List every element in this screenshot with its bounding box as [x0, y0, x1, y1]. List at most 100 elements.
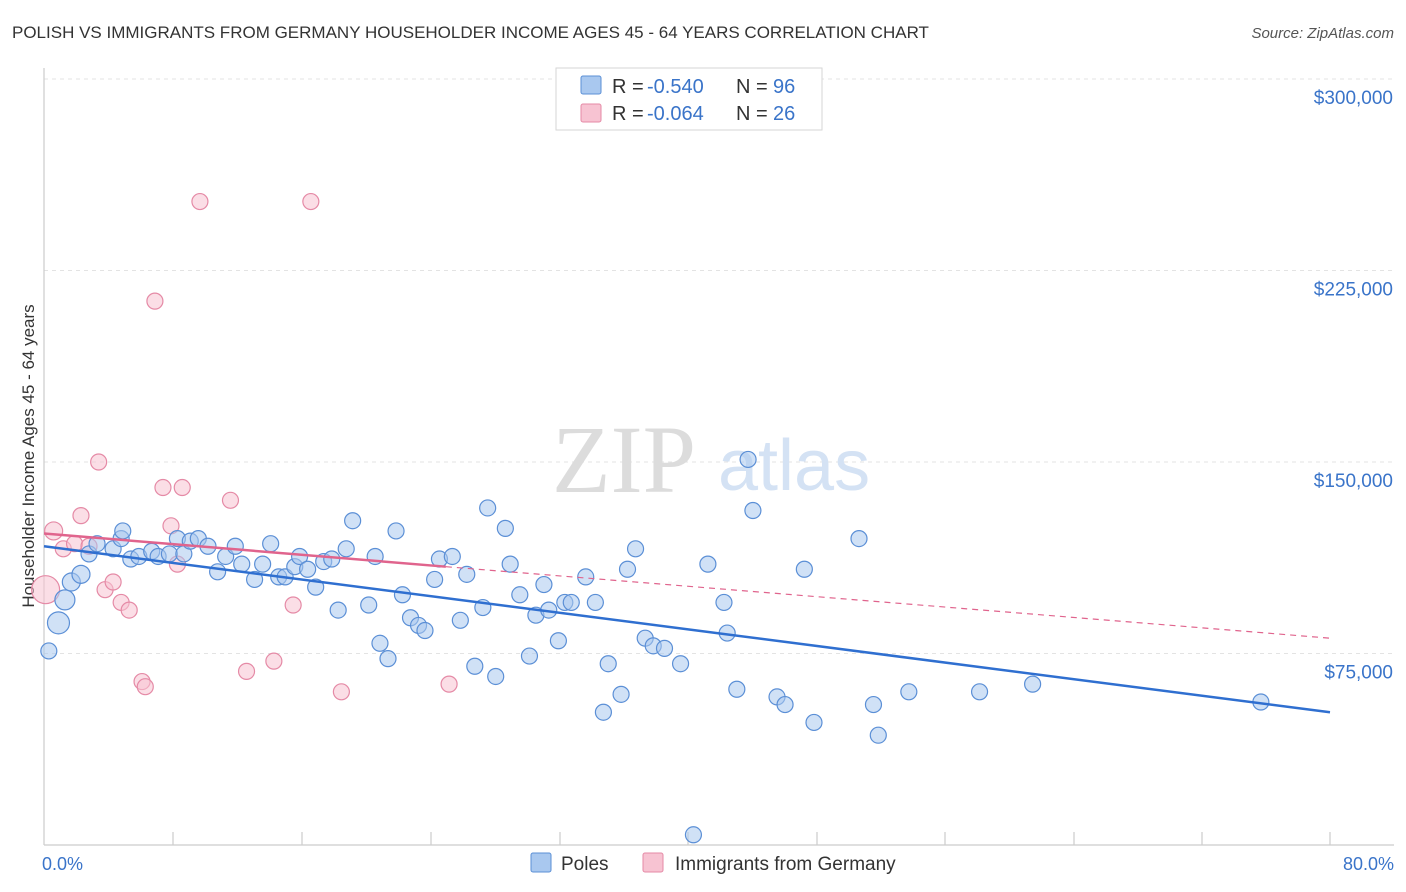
poles-point: [599, 655, 617, 673]
poles-point: [40, 642, 58, 660]
y-tick-label: $300,000: [1314, 88, 1393, 109]
germany-point: [44, 521, 64, 541]
poles-point: [520, 647, 539, 665]
y-axis-tick-labels: $300,000 $225,000 $150,000 $75,000: [1314, 88, 1393, 684]
poles-point: [612, 685, 630, 703]
poles-point: [487, 667, 505, 686]
poles-point: [594, 703, 613, 721]
poles-point: [864, 695, 883, 714]
germany-point: [31, 575, 61, 605]
germany-point: [191, 192, 209, 211]
poles-point: [496, 519, 514, 537]
germany-point: [72, 507, 90, 525]
poles-point: [795, 560, 813, 578]
legend-r-value-poles: -0.540: [647, 76, 704, 98]
poles-point: [114, 522, 132, 540]
poles-point: [501, 555, 519, 573]
poles-point: [360, 596, 378, 614]
poles-point: [379, 650, 397, 668]
poles-point: [160, 545, 178, 563]
germany-point: [154, 478, 172, 497]
legend-bottom-label-poles: Poles: [561, 854, 609, 875]
poles-point: [71, 564, 91, 584]
watermark-atlas: atlas: [718, 426, 870, 506]
legend-bottom-label-germany: Immigrants from Germany: [675, 854, 896, 875]
legend-n-value-poles: 96: [773, 76, 795, 98]
poles-point: [416, 621, 434, 640]
poles-point: [805, 713, 823, 732]
poles-point: [535, 575, 553, 594]
poles-point: [426, 570, 444, 589]
poles-point: [549, 632, 568, 650]
germany-point: [120, 601, 138, 619]
x-axis-ticks: [172, 832, 1331, 845]
poles-point: [458, 565, 476, 583]
poles-point: [970, 683, 989, 701]
poles-point: [344, 512, 362, 530]
chart-source: Source: ZipAtlas.com: [1251, 25, 1394, 42]
poles-point: [715, 593, 733, 612]
poles-point: [626, 540, 645, 558]
poles-point: [54, 589, 76, 611]
poles-point: [728, 680, 746, 698]
x-tick-label-min: 0.0%: [42, 854, 83, 874]
poles-point: [299, 560, 317, 578]
poles-point: [684, 826, 703, 844]
legend-swatch-poles: [580, 75, 602, 95]
legend-n-label-germany: N =: [736, 103, 768, 125]
poles-point: [699, 555, 717, 573]
poles-point: [393, 586, 412, 604]
poles-point: [245, 570, 264, 589]
poles-point: [307, 578, 325, 596]
y-axis-label: Householder Income Ages 45 - 64 years: [19, 304, 38, 607]
poles-point: [850, 529, 868, 548]
poles-point: [1024, 675, 1042, 693]
watermark: ZIP atlas: [552, 406, 870, 513]
series-immigrants-from-germany: [31, 192, 458, 701]
legend-r-value-germany: -0.064: [647, 103, 704, 125]
legend-r-label-poles: R =: [612, 76, 644, 98]
poles-point: [443, 547, 461, 566]
y-tick-label: $225,000: [1314, 280, 1393, 301]
x-tick-label-max: 80.0%: [1343, 854, 1394, 874]
poles-point: [776, 695, 794, 714]
germany-point: [302, 192, 320, 211]
germany-point: [221, 491, 240, 509]
poles-point: [371, 634, 389, 652]
poles-point: [233, 555, 251, 573]
legend-n-label-poles: N =: [736, 76, 768, 98]
germany-point: [237, 662, 256, 680]
poles-point: [226, 537, 244, 555]
poles-point: [671, 655, 690, 673]
poles-point: [869, 726, 887, 744]
poles-point: [586, 593, 604, 612]
poles-point: [739, 450, 757, 469]
poles-point: [511, 586, 529, 604]
poles-point: [46, 611, 71, 635]
poles-point: [337, 540, 355, 558]
poles-point: [209, 563, 227, 581]
poles-point: [88, 535, 106, 553]
chart-title: POLISH VS IMMIGRANTS FROM GERMANY HOUSEH…: [12, 23, 929, 42]
germany-trendline-extended: [445, 566, 1331, 639]
poles-point: [744, 501, 762, 520]
poles-point: [262, 535, 280, 553]
legend-r-label-germany: R =: [612, 103, 644, 125]
legend-bottom-swatch-poles: [530, 852, 552, 873]
germany-point: [265, 652, 283, 670]
poles-point: [451, 611, 469, 629]
poles-point: [900, 683, 918, 701]
trendlines: [43, 532, 1331, 714]
poles-point: [618, 560, 637, 578]
germany-point: [440, 675, 458, 693]
y-tick-label: $150,000: [1314, 471, 1393, 492]
poles-point: [466, 657, 484, 675]
germany-point: [284, 596, 302, 614]
poles-point: [329, 601, 347, 619]
germany-point: [90, 453, 108, 471]
poles-point: [577, 568, 595, 586]
y-tick-label: $75,000: [1324, 663, 1393, 684]
germany-point: [146, 292, 164, 310]
watermark-zip: ZIP: [552, 406, 696, 513]
